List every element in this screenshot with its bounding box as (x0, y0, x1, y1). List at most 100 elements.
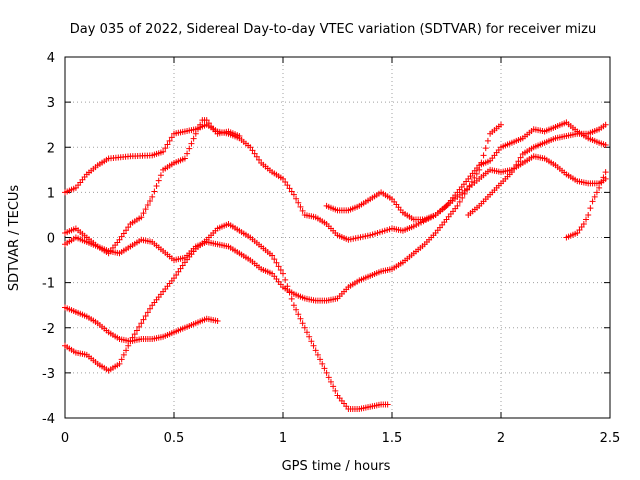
data-point (484, 137, 491, 144)
data-point (295, 311, 302, 318)
y-tick-label: 3 (47, 96, 55, 111)
data-point (312, 347, 319, 354)
data-point (602, 169, 609, 176)
data-point (456, 198, 463, 205)
y-tick-label: -3 (42, 367, 55, 382)
y-tick-labels: -4 -3 -2 -1 0 1 2 3 4 (42, 51, 55, 427)
data-point (142, 313, 149, 320)
data-point (275, 263, 282, 270)
data-point (144, 202, 151, 209)
series-5 (62, 304, 221, 345)
data-point (118, 233, 125, 240)
data-point (151, 188, 158, 195)
x-tick-label: 1.5 (382, 431, 403, 446)
data-point (587, 205, 594, 212)
data-point (589, 198, 596, 205)
data-point (273, 259, 280, 266)
data-point (203, 117, 210, 124)
data-point (186, 145, 193, 152)
x-tick-label: 2 (497, 431, 505, 446)
data-point (208, 123, 215, 130)
data-point (153, 183, 160, 190)
data-point (288, 188, 295, 195)
data-point (286, 185, 293, 192)
data-point (327, 378, 334, 385)
data-point (168, 134, 175, 141)
data-point (293, 195, 300, 202)
data-point (498, 121, 504, 128)
data-point (303, 329, 310, 336)
data-point (118, 356, 125, 363)
data-point (471, 174, 478, 181)
y-axis-label: SDTVAR / TECUs (7, 185, 22, 292)
data-point (188, 140, 195, 147)
data-point (593, 189, 600, 196)
data-point (157, 172, 164, 179)
data-point (454, 202, 461, 209)
plot-border (64, 56, 611, 419)
series-1 (62, 121, 609, 243)
data-point (194, 126, 201, 133)
data-point (133, 327, 140, 334)
data-point (147, 197, 154, 204)
x-axis-label: GPS time / hours (282, 459, 391, 474)
data-point (149, 193, 156, 200)
data-point (247, 144, 254, 151)
data-point (295, 199, 302, 206)
series-6 (323, 119, 609, 223)
data-point (323, 369, 330, 376)
data-point (171, 275, 177, 282)
data-point (286, 289, 293, 296)
y-tick-label: -2 (42, 322, 55, 337)
data-point (116, 236, 123, 243)
y-tick-label: 2 (47, 141, 55, 156)
data-point (461, 190, 468, 197)
data-point (585, 211, 592, 218)
data-point (142, 206, 149, 213)
data-point (173, 271, 180, 278)
data-point (179, 262, 186, 269)
data-point (282, 276, 289, 283)
x-tick-label: 2.5 (600, 431, 621, 446)
data-point (162, 145, 169, 152)
data-point (166, 137, 173, 144)
data-point (136, 323, 143, 330)
data-point (120, 230, 127, 237)
x-tick-label: 0 (61, 431, 69, 446)
data-point (466, 182, 473, 189)
data-point (144, 309, 151, 316)
data-point (591, 193, 598, 200)
data-point (271, 256, 278, 263)
data-point (319, 360, 326, 367)
data-point (123, 347, 130, 354)
data-point (583, 216, 590, 223)
data-point (197, 121, 204, 128)
data-point (140, 316, 147, 323)
data-points (62, 117, 609, 412)
data-point (513, 161, 520, 168)
data-point (325, 374, 332, 381)
data-point (576, 226, 583, 233)
data-point (120, 351, 127, 358)
series-3 (62, 121, 504, 304)
data-point (482, 145, 489, 152)
data-point (140, 210, 147, 217)
data-point (332, 387, 339, 394)
data-point (314, 351, 321, 358)
data-point (175, 268, 182, 275)
data-point (181, 155, 188, 162)
data-point (602, 141, 609, 148)
data-point (192, 130, 199, 137)
data-point (578, 223, 585, 230)
data-point (116, 360, 123, 367)
data-point (297, 203, 304, 210)
data-point (125, 224, 132, 231)
y-tick-label: 0 (47, 232, 55, 247)
data-point (160, 148, 167, 155)
data-point (256, 156, 263, 163)
data-point (290, 302, 297, 309)
data-point (147, 305, 154, 312)
data-point (508, 169, 515, 176)
data-point (269, 252, 276, 259)
